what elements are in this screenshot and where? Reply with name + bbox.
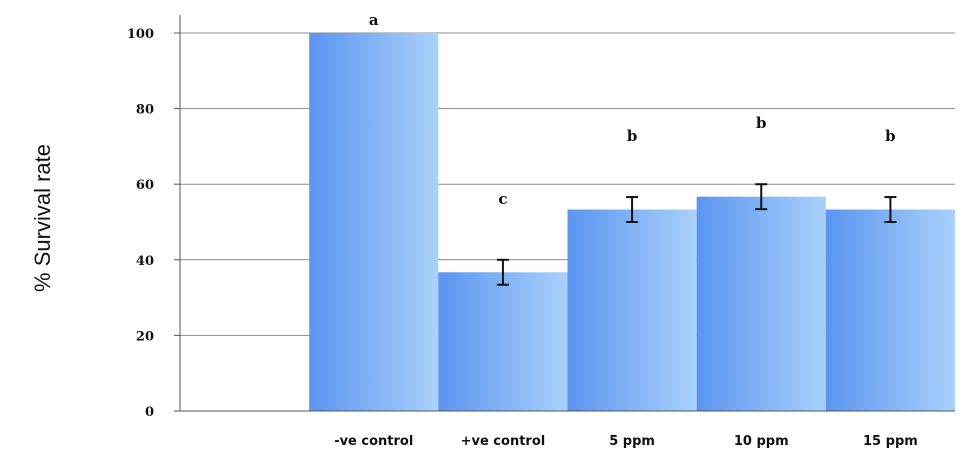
error-bars (496, 183, 897, 286)
y-axis-label: % Survival rate (30, 144, 55, 292)
y-tick-label-100: 100 (127, 27, 154, 42)
labels: 0 20 40 60 80 100 a -ve control c +ve control b 5 p… (127, 11, 918, 449)
bar-10 ppm (696, 196, 826, 411)
category-label-15 ppm: 15 ppm (863, 434, 918, 449)
bar-+ve control (438, 272, 568, 411)
bar-15 ppm (825, 209, 955, 411)
y-tick-label-20: 20 (136, 329, 154, 344)
significance-letter-5 ppm: b (627, 127, 638, 145)
axes (174, 15, 955, 412)
bar--ve control (309, 33, 439, 411)
category-label-+ve control: +ve control (461, 434, 546, 449)
y-tick-label-0: 0 (145, 405, 154, 420)
significance-letter-+ve control: c (498, 190, 507, 208)
significance-letter-10 ppm: b (756, 114, 767, 132)
y-tick-label-60: 60 (136, 178, 154, 193)
category-label-5 ppm: 5 ppm (609, 434, 655, 449)
significance-letter--ve control: a (369, 11, 379, 29)
category-label-10 ppm: 10 ppm (734, 434, 789, 449)
y-tick-label-40: 40 (136, 254, 154, 269)
significance-letter-15 ppm: b (885, 127, 896, 145)
y-tick-label-80: 80 (136, 103, 154, 118)
bars (309, 33, 955, 411)
bar-5 ppm (567, 209, 697, 411)
category-label--ve control: -ve control (334, 434, 413, 449)
